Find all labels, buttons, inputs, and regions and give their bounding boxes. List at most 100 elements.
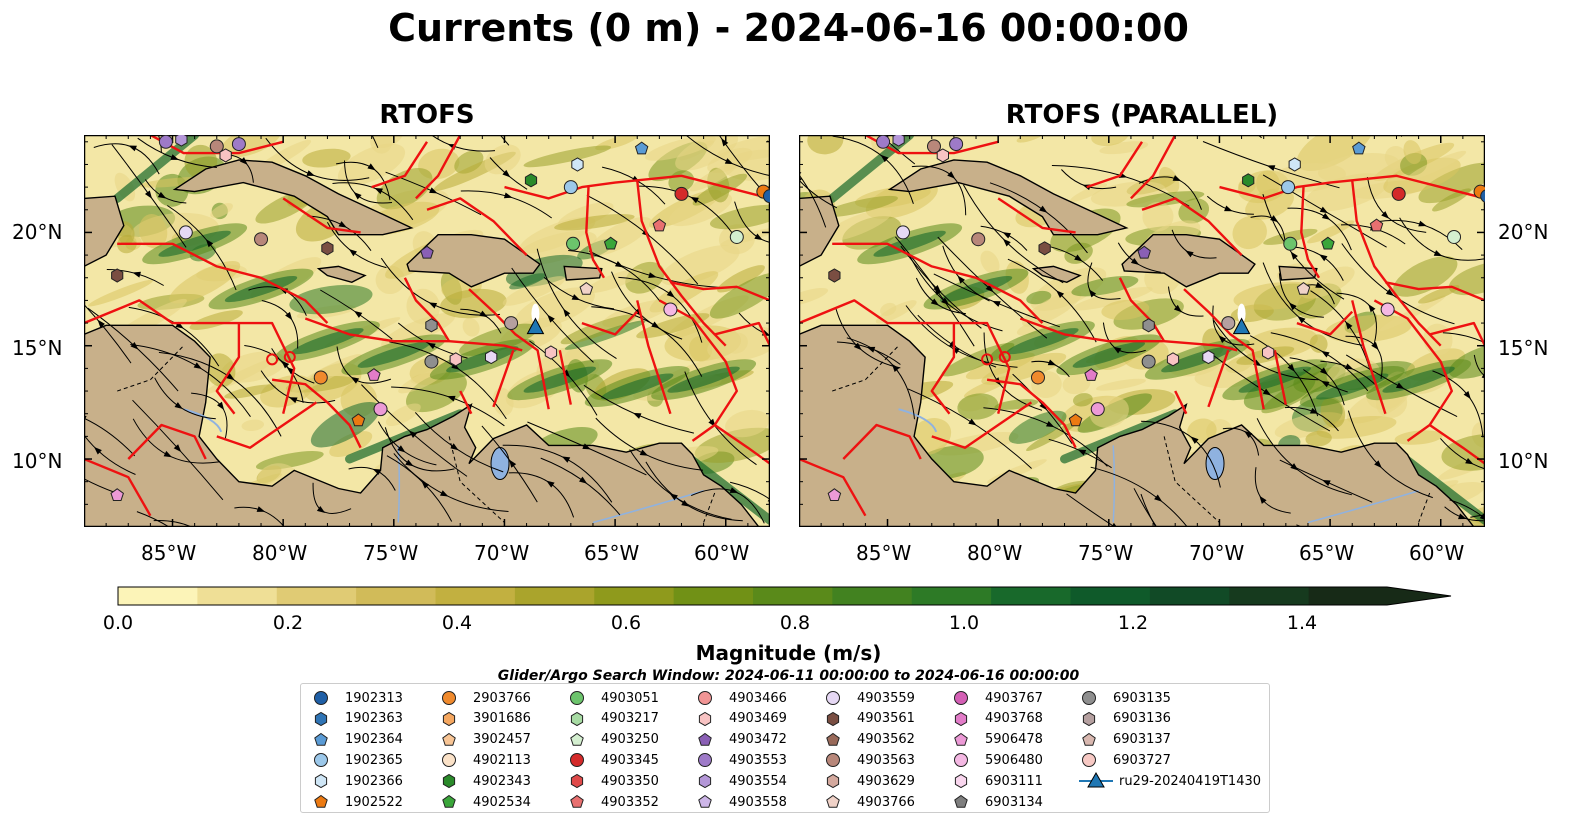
legend-item: 2903766 — [439, 688, 531, 708]
colorbar-segment — [991, 587, 1071, 605]
legend: 1902313 1902363 1902364 1902365 1902366 19025… — [300, 683, 1270, 813]
colorbar-segment — [1229, 587, 1310, 605]
argo-float-marker — [663, 302, 678, 317]
legend-label: 5906480 — [985, 752, 1043, 768]
glider-track — [1237, 303, 1246, 324]
legend-marker-icon — [826, 711, 840, 726]
argo-float-marker — [110, 488, 124, 501]
legend-label: 6903135 — [1113, 690, 1171, 706]
argo-float-marker — [1084, 368, 1098, 381]
legend-label: 4902113 — [473, 752, 531, 768]
legend-marker-icon — [570, 794, 584, 808]
legend-item: 4902343 — [439, 771, 531, 791]
legend-marker-icon — [954, 691, 968, 705]
lon-label-65w-right: 65°W — [1299, 541, 1355, 565]
legend-label: 4902534 — [473, 794, 531, 810]
search-window-caption: Glider/Argo Search Window: 2024-06-11 00… — [497, 668, 1080, 684]
legend-label: 4902343 — [473, 773, 531, 789]
argo-float-marker — [175, 135, 188, 147]
argo-float-marker — [603, 236, 618, 250]
argo-float-marker — [634, 141, 649, 155]
legend-item: 4903051 — [567, 688, 659, 708]
legend-item: 1902363 — [311, 709, 403, 729]
legend-item: 3901686 — [439, 709, 531, 729]
colorbar-tick: 1.2 — [1117, 612, 1149, 634]
argo-float-marker — [1480, 189, 1485, 203]
colorbar-segment — [1149, 587, 1230, 605]
legend-marker-icon — [570, 711, 584, 726]
colorbar-tick: 0.8 — [779, 612, 811, 634]
argo-float-marker — [420, 245, 434, 259]
legend-marker-icon — [314, 753, 328, 768]
legend-marker-icon — [442, 753, 456, 768]
legend-label: 1902313 — [345, 690, 403, 706]
legend-item: 1902366 — [311, 771, 403, 791]
argo-float-marker — [1447, 229, 1462, 244]
legend-label: 4903472 — [729, 732, 787, 748]
legend-item: 4903561 — [823, 709, 915, 729]
caribbean-current-band — [112, 135, 770, 525]
argo-float-marker — [544, 345, 558, 360]
argo-float-marker — [1068, 413, 1083, 427]
legend-marker-icon — [826, 774, 840, 789]
colorbar-segment — [1070, 587, 1151, 605]
map-panel-rtofs-parallel[interactable] — [799, 135, 1485, 527]
legend-marker-icon — [442, 774, 456, 789]
legend-marker-icon — [698, 794, 712, 808]
legend-item: 3902457 — [439, 730, 531, 750]
legend-item: 4903250 — [567, 730, 659, 750]
legend-label: 6903137 — [1113, 732, 1171, 748]
legend-label: 4903469 — [729, 711, 787, 727]
colorbar-tick: 0.0 — [102, 612, 134, 634]
colorbar-segment — [911, 587, 992, 605]
legend-label: 6903727 — [1113, 752, 1171, 768]
land-masses — [84, 159, 770, 527]
colorbar-tick: 0.2 — [272, 612, 304, 634]
legend-label: 3902457 — [473, 732, 531, 748]
legend-label: 4903563 — [857, 752, 915, 768]
argo-float-marker — [1369, 218, 1384, 232]
legend-item: 4903350 — [567, 771, 659, 791]
argo-float-marker — [351, 413, 366, 427]
lat-label-15n-right: 15°N — [1498, 336, 1549, 360]
lon-label-65w-left: 65°W — [584, 541, 640, 565]
legend-label: 4903561 — [857, 711, 915, 727]
argo-float-marker — [1141, 354, 1156, 369]
colorbar-segment — [594, 587, 675, 605]
legend-label: 4903250 — [601, 732, 659, 748]
legend-item: 4903768 — [951, 709, 1043, 729]
legend-label: 1902365 — [345, 752, 403, 768]
argo-float-marker — [827, 488, 842, 501]
legend-item: 4903345 — [567, 750, 659, 770]
legend-item: 4903766 — [823, 792, 915, 812]
argo-float-marker — [1166, 352, 1180, 367]
glider-marker — [1232, 317, 1251, 335]
argo-float-marker — [566, 236, 581, 251]
legend-label: 4903562 — [857, 732, 915, 748]
lake-maracaibo — [1205, 447, 1225, 481]
argo-float-marker — [367, 368, 381, 381]
argo-float-marker — [926, 139, 941, 154]
legend-item: 1902365 — [311, 750, 403, 770]
colorbar-segment — [673, 587, 754, 605]
lat-label-15n-left: 15°N — [12, 336, 63, 360]
map-frame — [84, 135, 770, 527]
legend-label: 4903345 — [601, 752, 659, 768]
legend-label: 6903111 — [985, 773, 1043, 789]
legend-marker-icon — [954, 732, 968, 746]
glider-marker — [526, 317, 545, 335]
legend-item: 4903466 — [695, 688, 787, 708]
maritime-boundaries — [84, 135, 770, 517]
legend-label: 6903136 — [1113, 711, 1171, 727]
legend-marker-icon — [954, 753, 968, 768]
legend-item: 1902313 — [311, 688, 403, 708]
legend-marker-icon — [698, 753, 712, 768]
argo-float-marker — [949, 137, 964, 152]
legend-item: 4903558 — [695, 792, 787, 812]
legend-item: 1902522 — [311, 792, 403, 812]
lon-label-80w-left: 80°W — [252, 541, 308, 565]
map-panel-rtofs[interactable] — [84, 135, 770, 527]
legend-item: 6903727 — [1079, 750, 1171, 770]
legend-marker-icon — [1082, 732, 1096, 746]
legend-marker-icon — [698, 691, 712, 705]
